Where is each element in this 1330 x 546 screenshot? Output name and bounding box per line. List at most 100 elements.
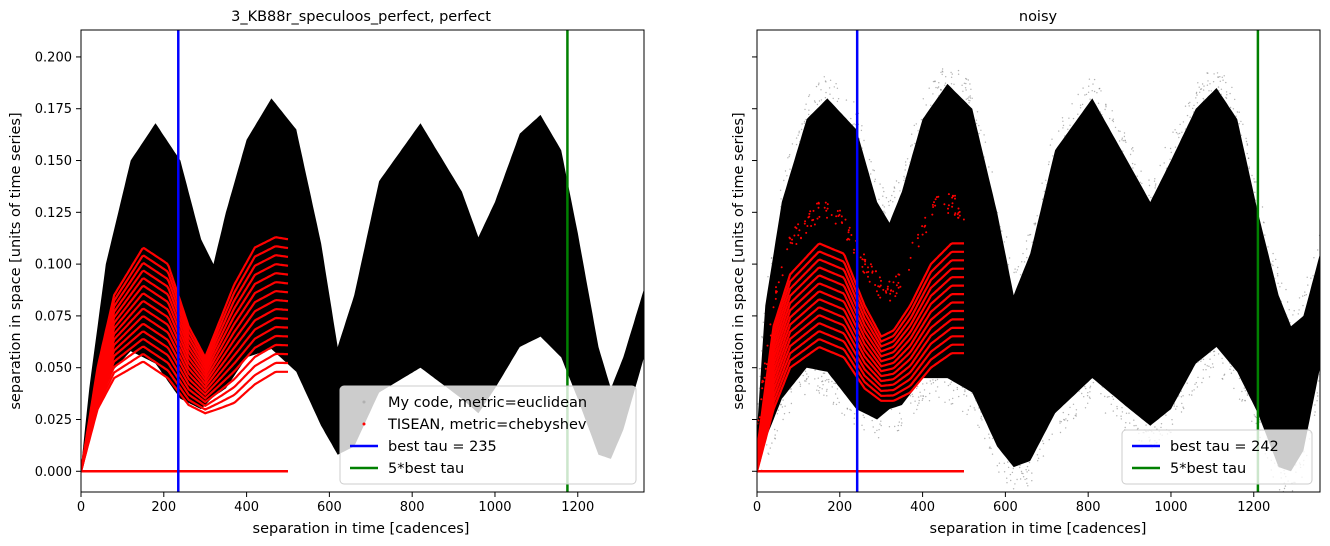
- scatter-point: [1081, 392, 1083, 395]
- scatter-point: [1246, 394, 1249, 396]
- scatter-point: [1181, 131, 1183, 133]
- scatter-point: [1025, 240, 1028, 242]
- scatter-point: [944, 381, 946, 383]
- scatter-point: [1041, 182, 1043, 184]
- red-outlier-point: [934, 204, 937, 207]
- scatter-point: [1238, 377, 1241, 380]
- scatter-point: [1097, 102, 1100, 105]
- scatter-point: [1118, 140, 1121, 142]
- red-outlier-point: [933, 201, 935, 204]
- red-outlier-point: [958, 210, 961, 213]
- scatter-point: [824, 380, 827, 382]
- scatter-point: [797, 134, 799, 136]
- scatter-point: [1217, 76, 1219, 79]
- scatter-point: [1021, 472, 1023, 474]
- scatter-point: [1026, 465, 1029, 468]
- scatter-point: [1020, 470, 1023, 473]
- red-outlier-point: [921, 233, 924, 236]
- x-tick-label: 200: [827, 500, 852, 515]
- scatter-point: [761, 335, 763, 338]
- red-outlier-point: [764, 367, 767, 370]
- scatter-point: [1119, 130, 1121, 132]
- scatter-point: [1261, 206, 1264, 208]
- scatter-point: [1093, 90, 1096, 93]
- scatter-point: [1022, 472, 1024, 475]
- legend-label: My code, metric=euclidean: [388, 395, 587, 411]
- red-outlier-point: [861, 265, 864, 268]
- scatter-point: [1217, 353, 1220, 355]
- red-outlier-point: [867, 270, 870, 273]
- scatter-point: [1318, 380, 1320, 382]
- scatter-point: [783, 179, 785, 182]
- red-outlier-point: [812, 209, 815, 212]
- scatter-point: [936, 386, 939, 388]
- scatter-point: [1048, 439, 1050, 441]
- scatter-point: [918, 402, 920, 404]
- red-outlier-point: [875, 270, 877, 273]
- scatter-point: [1186, 114, 1189, 117]
- scatter-point: [790, 388, 792, 390]
- scatter-point: [1241, 399, 1244, 401]
- scatter-point: [800, 128, 803, 131]
- scatter-point: [1100, 90, 1102, 92]
- y-tick-label: 0.000: [35, 465, 72, 480]
- scatter-point: [949, 383, 951, 385]
- scatter-point: [1253, 414, 1256, 416]
- x-tick-label: 1200: [561, 500, 594, 515]
- red-outlier-point: [962, 218, 965, 221]
- scatter-point: [957, 73, 960, 75]
- scatter-point: [1148, 194, 1150, 197]
- red-curve: [757, 282, 964, 459]
- scatter-point: [1182, 121, 1185, 123]
- scatter-point: [834, 382, 837, 385]
- scatter-point: [1034, 222, 1037, 224]
- scatter-point: [882, 204, 884, 206]
- scatter-point: [1212, 81, 1215, 83]
- scatter-point: [910, 402, 912, 404]
- scatter-point: [901, 422, 903, 424]
- red-curve: [81, 322, 289, 472]
- legend-box: [1121, 429, 1313, 485]
- scatter-point: [944, 82, 947, 84]
- scatter-point: [1150, 196, 1152, 199]
- red-outlier-point: [947, 204, 950, 207]
- scatter-point: [935, 390, 937, 392]
- red-outlier-point: [763, 376, 766, 379]
- scatter-point: [837, 98, 840, 100]
- scatter-point: [1205, 369, 1207, 371]
- red-outlier-point: [897, 286, 900, 289]
- scatter-point: [925, 395, 927, 398]
- red-outlier-point: [879, 284, 882, 287]
- scatter-point: [1223, 373, 1226, 375]
- scatter-point: [818, 392, 821, 394]
- scatter-point: [1220, 93, 1222, 96]
- scatter-series-red: [757, 193, 965, 473]
- red-curve: [757, 338, 964, 470]
- scatter-point: [1022, 252, 1024, 255]
- scatter-point: [915, 387, 918, 390]
- scatter-point: [880, 424, 882, 427]
- scatter-point: [767, 276, 769, 278]
- scatter-point: [1084, 407, 1087, 409]
- scatter-point: [1283, 487, 1286, 490]
- scatter-point: [1212, 366, 1215, 368]
- scatter-point: [1306, 276, 1308, 278]
- scatter-point: [893, 187, 896, 189]
- scatter-point: [1219, 76, 1221, 78]
- scatter-point: [762, 321, 765, 323]
- legend-dot-swatch: [362, 400, 366, 404]
- scatter-point: [1255, 422, 1257, 425]
- scatter-point: [922, 395, 925, 397]
- scatter-point: [804, 393, 806, 396]
- scatter-point: [883, 190, 885, 193]
- red-outlier-point: [798, 229, 801, 232]
- scatter-point: [969, 100, 971, 102]
- scatter-point: [1171, 423, 1174, 425]
- scatter-point: [1292, 314, 1294, 316]
- chart-title: noisy: [1019, 9, 1058, 25]
- scatter-point: [1210, 367, 1212, 369]
- red-outlier-point: [886, 287, 889, 290]
- scatter-point: [1238, 398, 1241, 400]
- scatter-point: [893, 190, 895, 193]
- scatter-point: [899, 190, 901, 192]
